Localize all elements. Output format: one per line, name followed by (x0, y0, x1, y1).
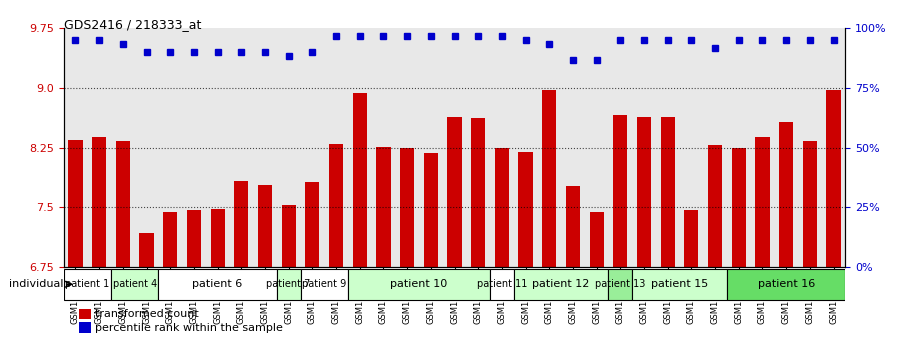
FancyBboxPatch shape (608, 269, 632, 300)
Bar (708, 145, 722, 267)
FancyBboxPatch shape (158, 269, 277, 300)
Bar (329, 144, 344, 267)
Bar (115, 141, 130, 267)
Bar (471, 118, 485, 267)
Bar (79, 322, 91, 333)
Bar (803, 141, 817, 267)
Bar (235, 181, 248, 267)
Text: GDS2416 / 218333_at: GDS2416 / 218333_at (64, 18, 201, 31)
FancyBboxPatch shape (632, 269, 727, 300)
Bar (139, 233, 154, 267)
Bar (400, 148, 415, 267)
Text: patient 6: patient 6 (193, 279, 243, 289)
FancyBboxPatch shape (64, 269, 111, 300)
Bar (79, 309, 91, 319)
Bar (187, 210, 201, 267)
FancyBboxPatch shape (111, 269, 158, 300)
Bar (92, 137, 106, 267)
Bar (258, 185, 272, 267)
Bar (353, 93, 367, 267)
Text: percentile rank within the sample: percentile rank within the sample (95, 322, 283, 333)
Bar (779, 122, 794, 267)
FancyBboxPatch shape (348, 269, 490, 300)
Bar (755, 137, 770, 267)
Text: patient 9: patient 9 (302, 279, 346, 289)
Bar (376, 147, 391, 267)
Bar (211, 209, 225, 267)
Bar (614, 115, 627, 267)
Bar (68, 140, 83, 267)
Text: patient 16: patient 16 (757, 279, 814, 289)
Bar (684, 210, 698, 267)
FancyBboxPatch shape (727, 269, 845, 300)
FancyBboxPatch shape (301, 269, 348, 300)
Text: individual: individual (9, 279, 64, 289)
Text: patient 10: patient 10 (390, 279, 447, 289)
Text: patient 4: patient 4 (113, 279, 157, 289)
Bar (518, 152, 533, 267)
Bar (661, 116, 674, 267)
Bar (282, 205, 295, 267)
Bar (565, 186, 580, 267)
Text: patient 15: patient 15 (651, 279, 708, 289)
Bar (494, 148, 509, 267)
FancyBboxPatch shape (514, 269, 608, 300)
Text: transformed count: transformed count (95, 309, 199, 319)
Bar (424, 153, 438, 267)
Bar (447, 116, 462, 267)
Text: patient 7: patient 7 (266, 279, 311, 289)
Bar (305, 182, 319, 267)
Bar (542, 90, 556, 267)
Bar (826, 90, 841, 267)
Bar (637, 116, 651, 267)
Bar (163, 212, 177, 267)
FancyBboxPatch shape (277, 269, 301, 300)
Bar (732, 148, 746, 267)
Text: patient 13: patient 13 (595, 279, 645, 289)
Text: patient 12: patient 12 (533, 279, 590, 289)
Text: patient 11: patient 11 (476, 279, 527, 289)
Bar (590, 212, 604, 267)
Text: patient 1: patient 1 (65, 279, 109, 289)
FancyBboxPatch shape (490, 269, 514, 300)
